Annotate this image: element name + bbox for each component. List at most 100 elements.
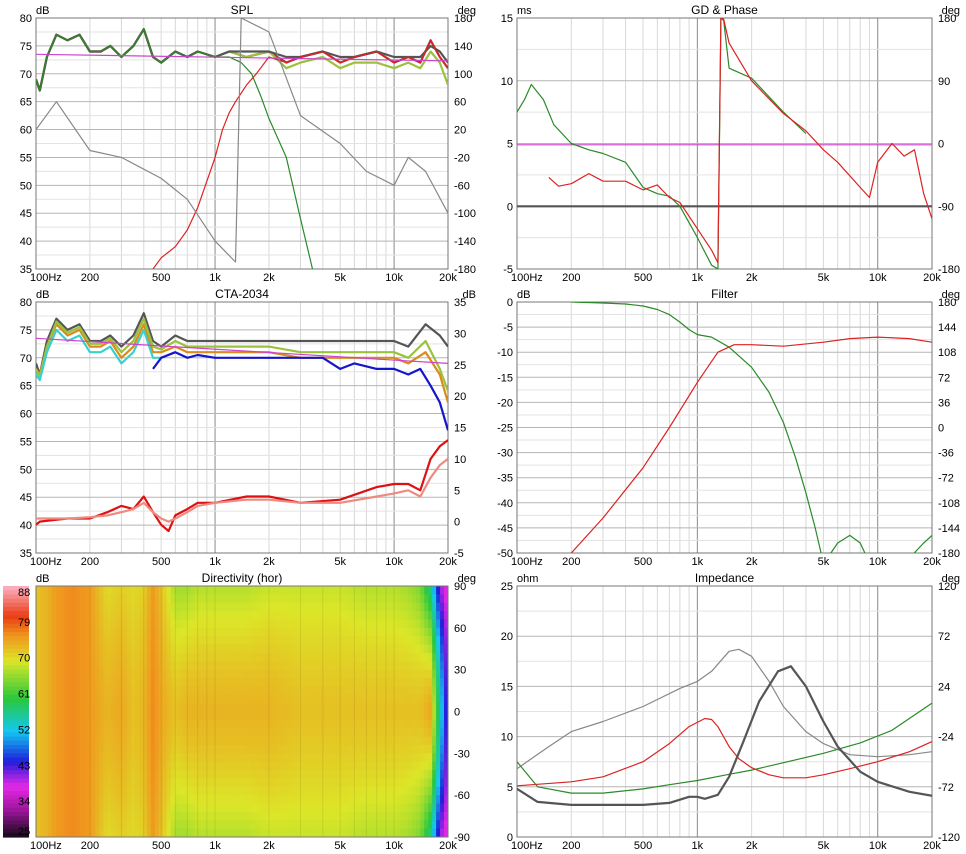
heatmap-cell — [238, 811, 243, 821]
heatmap-cell — [99, 820, 104, 830]
heatmap-cell — [245, 661, 251, 671]
heatmap-cell — [75, 811, 81, 821]
heatmap-cell — [253, 803, 259, 813]
heatmap-cell — [242, 761, 247, 771]
heatmap-cell — [400, 803, 406, 813]
heatmap-cell — [317, 803, 322, 813]
heatmap-cell — [341, 652, 346, 662]
heatmap-cell — [83, 644, 89, 654]
heatmap-cell — [103, 761, 108, 771]
heatmap-cell — [376, 770, 382, 780]
heatmap-cell — [285, 820, 291, 830]
heatmap-cell — [39, 820, 45, 830]
heatmap-cell — [107, 811, 112, 821]
heatmap-cell — [178, 711, 184, 721]
heatmap-cell — [131, 711, 136, 721]
heatmap-cell — [115, 611, 120, 621]
x-tick-label: 2k — [263, 272, 275, 284]
heatmap-cell — [245, 586, 251, 595]
heatmap-cell — [154, 661, 160, 671]
heatmap-cell — [420, 619, 425, 629]
heatmap-cell — [99, 803, 104, 813]
heatmap-cell — [404, 778, 409, 788]
heatmap-cell — [333, 778, 338, 788]
heatmap-cell — [238, 753, 243, 763]
heatmap-cell — [198, 736, 203, 746]
heatmap-cell — [416, 736, 421, 746]
heatmap-cell — [131, 744, 136, 754]
heatmap-cell — [83, 770, 89, 780]
heatmap-cell — [337, 636, 342, 646]
heatmap-cell — [154, 803, 160, 813]
heatmap-cell — [142, 753, 148, 763]
heatmap-cell — [210, 795, 215, 805]
heatmap-cell — [249, 711, 255, 721]
heatmap-cell — [230, 644, 235, 654]
heatmap-cell — [55, 803, 61, 813]
heatmap-cell — [360, 594, 366, 604]
heatmap-cell — [119, 744, 124, 754]
heatmap-cell — [416, 803, 421, 813]
heatmap-cell — [210, 761, 215, 771]
heatmap-cell — [47, 753, 53, 763]
heatmap-cell — [67, 761, 73, 771]
heatmap-cell — [360, 778, 366, 788]
colorbar-step — [3, 707, 29, 713]
heatmap-cell — [285, 711, 291, 721]
heatmap-cell — [206, 644, 211, 654]
heatmap-cell — [440, 778, 445, 788]
heatmap-cell — [384, 803, 390, 813]
heatmap-cell — [75, 686, 81, 696]
heatmap-cell — [380, 619, 386, 629]
y2-tick-label: 72 — [938, 372, 950, 384]
heatmap-cell — [313, 678, 318, 687]
series-line — [570, 336, 932, 553]
heatmap-cell — [194, 669, 200, 679]
heatmap-cell — [440, 795, 445, 805]
heatmap-cell — [313, 744, 318, 754]
heatmap-cell — [71, 803, 77, 813]
heatmap-cell — [222, 811, 227, 821]
heatmap-cell — [305, 686, 310, 696]
heatmap-cell — [408, 619, 413, 629]
heatmap-cell — [234, 661, 239, 671]
heatmap-cell — [269, 686, 275, 696]
heatmap-cell — [198, 786, 203, 796]
heatmap-cell — [194, 661, 200, 671]
heatmap-cell — [154, 770, 160, 780]
heatmap-cell — [337, 703, 342, 713]
heatmap-cell — [222, 711, 227, 721]
heatmap-cell — [75, 652, 81, 662]
heatmap-cell — [186, 803, 192, 813]
heatmap-cell — [420, 803, 425, 813]
heatmap-cell — [210, 703, 215, 713]
heatmap-cell — [135, 811, 140, 821]
y-tick-label: -5 — [503, 322, 513, 334]
heatmap-cell — [103, 786, 108, 796]
heatmap-cell — [341, 669, 346, 679]
heatmap-cell — [253, 661, 259, 671]
heatmap-cell — [281, 669, 287, 679]
heatmap-cell — [436, 644, 441, 654]
heatmap-cell — [107, 803, 112, 813]
heatmap-cell — [59, 644, 65, 654]
heatmap-cell — [348, 728, 354, 738]
heatmap-cell — [368, 619, 374, 629]
heatmap-cell — [131, 719, 136, 729]
heatmap-cell — [265, 803, 271, 813]
heatmap-cell — [420, 828, 425, 837]
heatmap-cell — [281, 686, 287, 696]
heatmap-cell — [428, 795, 433, 805]
heatmap-cell — [297, 636, 303, 646]
heatmap-cell — [416, 602, 421, 612]
heatmap-cell — [162, 744, 168, 754]
heatmap-cell — [408, 803, 413, 813]
heatmap-cell — [210, 828, 215, 837]
heatmap-cell — [194, 820, 200, 830]
heatmap-cell — [444, 678, 448, 687]
heatmap-cell — [388, 728, 394, 738]
heatmap-cell — [356, 761, 362, 771]
heatmap-cell — [257, 703, 263, 713]
x-tick-label: 5k — [818, 272, 830, 284]
